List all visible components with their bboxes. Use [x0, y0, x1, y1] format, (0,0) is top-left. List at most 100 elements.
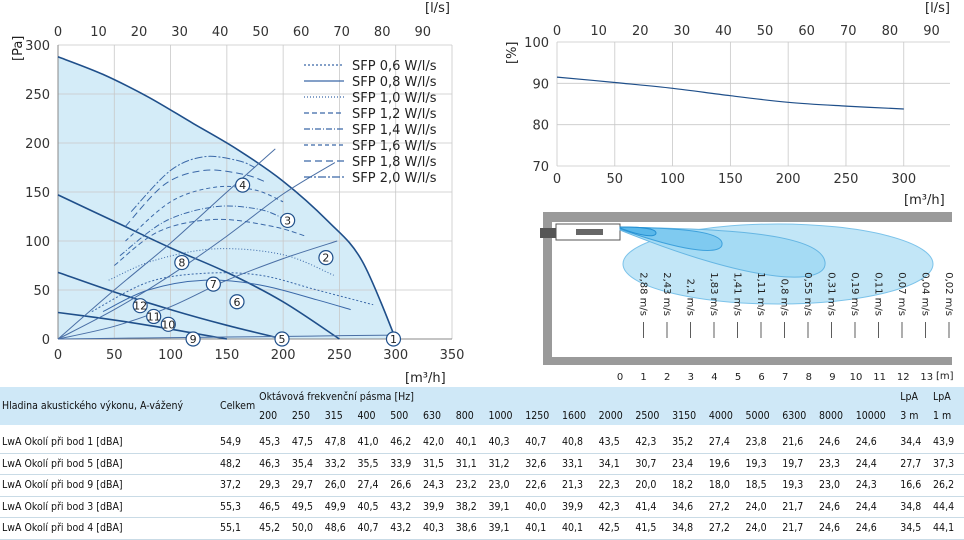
table-cell: 41,4 [633, 496, 671, 518]
table-cell: 32,6 [523, 453, 560, 475]
frequency-header: 250 [289, 407, 323, 425]
table-cell: 26,6 [388, 474, 421, 497]
legend-entry: SFP 1,2 W/l/s [352, 107, 437, 122]
row-label: LwA Okolí při bod 1 [dBA] [0, 432, 218, 454]
sfp-curve [119, 205, 290, 257]
ceiling-bar [543, 212, 952, 222]
legend-entry: SFP 1,0 W/l/s [352, 91, 437, 106]
distance-tick-label: 12 [897, 372, 910, 383]
efficiency-chart-ticks: 70 80 90 100 0 50 100 150 200 250 300 0 10 20 30 40 50 60… [524, 24, 940, 187]
frequency-header: 1000 [486, 407, 524, 425]
table-cell: 18,5 [743, 474, 781, 497]
operating-point-marker [205, 276, 221, 292]
table-cell: 24,6 [853, 432, 899, 454]
operating-point-label: 12 [133, 300, 147, 313]
frequency-header: 3150 [670, 407, 707, 425]
table-cell: 31,5 [420, 453, 454, 475]
table-cell: 46,2 [388, 432, 421, 454]
lpa3-unit: 3 m [898, 407, 932, 425]
table-cell: 34,4 [898, 432, 932, 454]
table-cell: 24,4 [853, 453, 899, 475]
system-curve [57, 148, 276, 340]
table-cell: 48,6 [322, 517, 356, 540]
throw-distance-unit: [m] [936, 371, 954, 382]
distance-tick-label: 2 [664, 372, 670, 383]
operating-point-label: 4 [239, 179, 246, 192]
throw-zone-core [619, 226, 657, 237]
top-tick-label: 30 [674, 24, 691, 39]
row-label: LwA Okolí při bod 5 [dBA] [0, 453, 218, 475]
table-cell: 24,3 [420, 474, 454, 497]
table-cell: 23,8 [743, 432, 781, 454]
operating-point-marker [229, 294, 245, 310]
table-cell: 21,3 [559, 474, 597, 497]
top-tick-label: 80 [882, 24, 899, 39]
operating-point-label: 10 [161, 318, 175, 331]
sfp-curve [125, 185, 284, 242]
table-cell: 34,8 [670, 517, 707, 540]
y-tick-label: 200 [25, 137, 50, 152]
table-cell: 26,0 [322, 474, 356, 497]
table-cell: 47,8 [322, 432, 356, 454]
efficiency-chart-grid [556, 41, 950, 167]
sfp-curve [102, 279, 351, 313]
y-tick-label: 0 [42, 333, 50, 348]
row-label: LwA Okolí při bod 4 [dBA] [0, 517, 218, 540]
table-cell: 27,2 [706, 517, 744, 540]
band-header: Oktávová frekvenční pásma [Hz] [257, 387, 899, 407]
operating-point: 3 [280, 212, 296, 229]
top-tick-label: 0 [553, 24, 561, 39]
table-cell: 41,5 [633, 517, 671, 540]
x-tick-label: 250 [327, 348, 352, 363]
efficiency-chart: 70 80 90 100 0 50 100 150 200 250 300 0 10 20 30 40 50 60… [505, 1, 950, 208]
table-cell: 40,0 [523, 496, 560, 518]
table-cell: 33,2 [322, 453, 356, 475]
x-tick-label: 50 [106, 348, 123, 363]
table-cell: 31,1 [453, 453, 487, 475]
top-tick-label: 50 [757, 24, 774, 39]
distance-tick-label: 8 [806, 372, 812, 383]
efficiency-chart-curves [556, 76, 904, 110]
table-cell: 23,3 [816, 453, 854, 475]
table-cell: 21,6 [780, 432, 817, 454]
velocity-label: 1,11 m/s [755, 272, 766, 316]
distance-tick-label: 0 [617, 372, 623, 383]
floor-bar [543, 357, 952, 365]
table-cell: 22,3 [596, 474, 634, 497]
operating-point: 12 [132, 298, 148, 314]
pressure-x-label: [m³/h] [405, 371, 446, 386]
y-tick-label: 150 [25, 186, 50, 201]
table-cell: 42,3 [633, 432, 671, 454]
table-cell: 31,2 [486, 453, 524, 475]
table-cell: 29,7 [289, 474, 323, 497]
velocity-label: 2,88 m/s [638, 272, 649, 316]
system-curve [57, 240, 338, 340]
table-cell: 50,0 [289, 517, 323, 540]
row-label: LwA Okolí při bod 9 [dBA] [0, 474, 218, 497]
operating-point-label: 5 [279, 333, 286, 346]
pressure-y-label: [Pa] [11, 36, 26, 61]
x-tick-label: 250 [834, 172, 859, 187]
table-cell: 44,4 [931, 496, 964, 518]
row-label: LwA Okolí při bod 3 [dBA] [0, 496, 218, 518]
frequency-header: 800 [453, 407, 487, 425]
table-cell: 40,3 [420, 517, 454, 540]
x-tick-label: 300 [891, 172, 916, 187]
distance-tick-label: 5 [735, 372, 741, 383]
table-cell: 44,1 [931, 517, 964, 540]
table-cell: 23,0 [486, 474, 524, 497]
table-cell: 33,9 [388, 453, 421, 475]
pressure-top-x-label: [l/s] [425, 1, 450, 16]
efficiency-x-label: [m³/h] [904, 193, 945, 208]
top-tick-label: 80 [374, 25, 391, 40]
top-tick-label: 40 [212, 25, 229, 40]
distance-tick-label: 3 [688, 372, 694, 383]
top-tick-label: 10 [590, 24, 607, 39]
velocity-label: 0,11 m/s [873, 272, 884, 316]
operating-point-marker [235, 177, 251, 193]
table-cell: 49,9 [322, 496, 356, 518]
table-cell: 45,2 [257, 517, 290, 540]
sfp-curve [125, 169, 267, 227]
frequency-header: 10000 [853, 407, 899, 425]
table-cell: 27,4 [706, 432, 744, 454]
